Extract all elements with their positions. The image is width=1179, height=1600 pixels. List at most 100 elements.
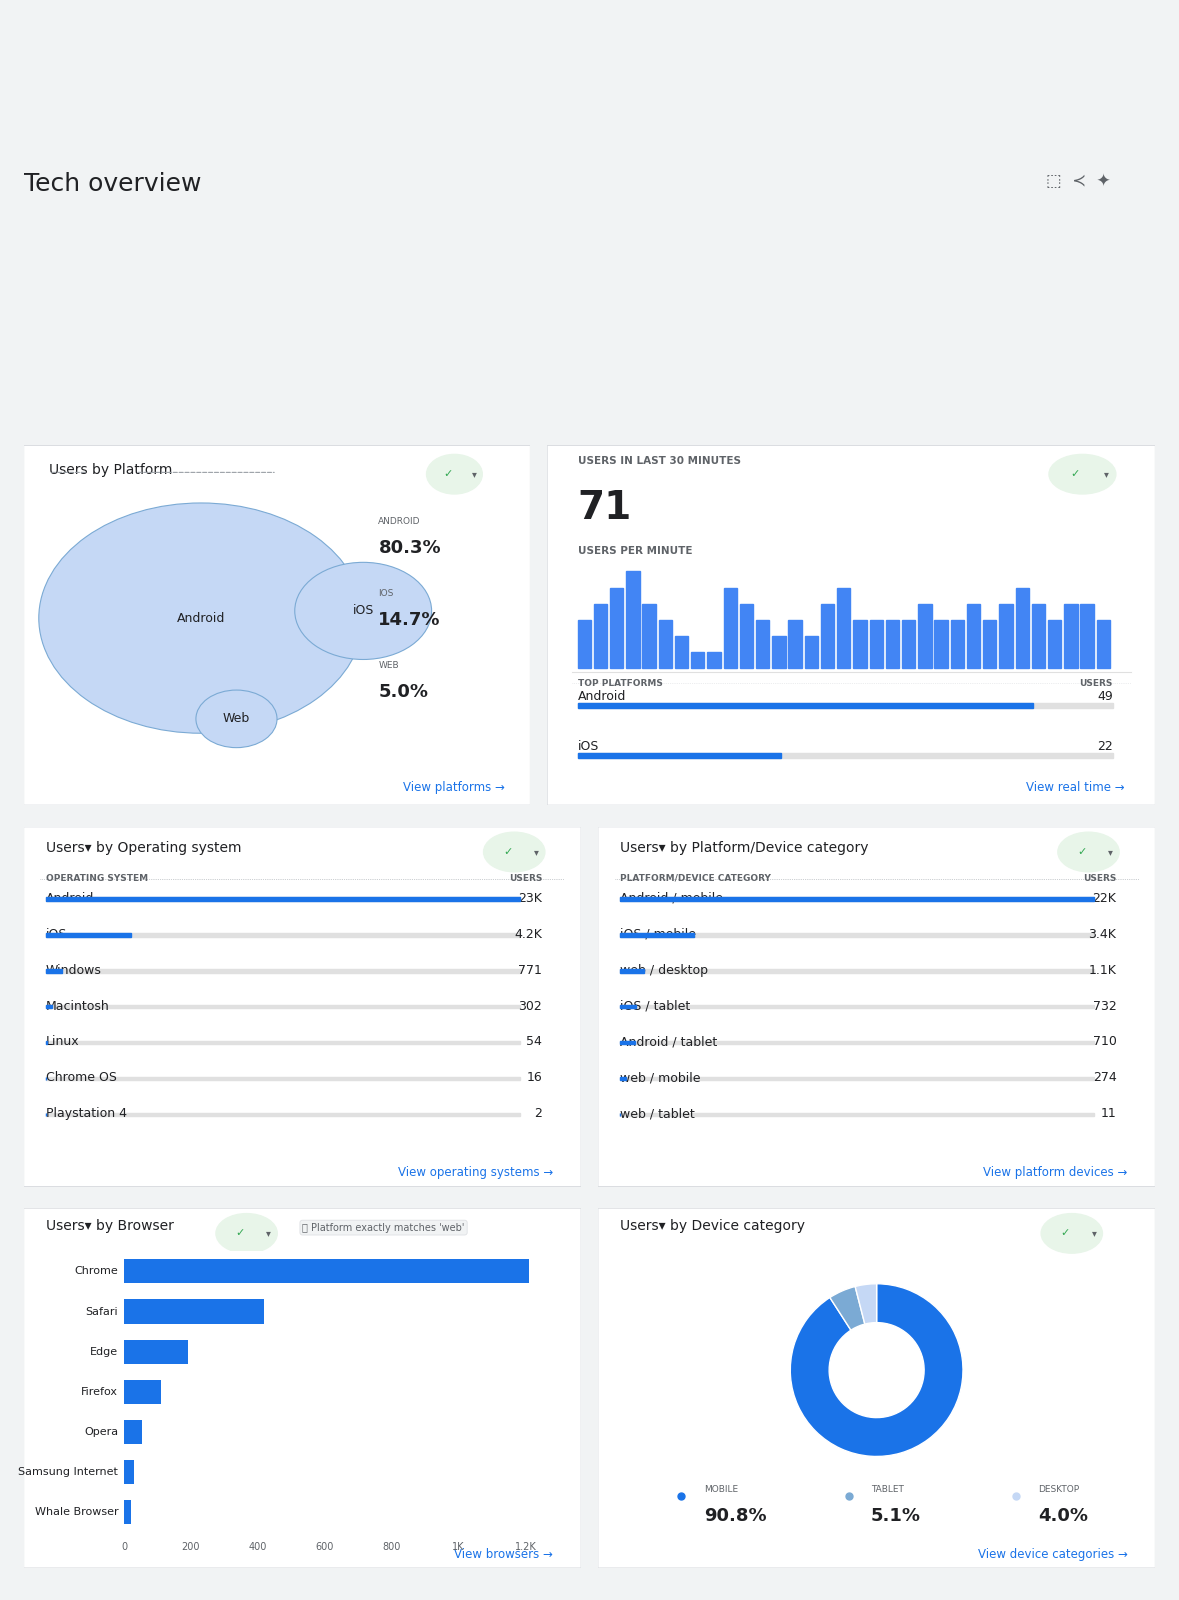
Bar xyxy=(1000,603,1013,669)
Bar xyxy=(578,754,780,758)
Text: ✓: ✓ xyxy=(503,846,512,858)
Bar xyxy=(789,619,802,669)
Text: USERS PER MINUTE: USERS PER MINUTE xyxy=(578,546,692,557)
Bar xyxy=(46,1005,520,1008)
Bar xyxy=(620,970,644,973)
Text: TOP PLATFORMS: TOP PLATFORMS xyxy=(578,680,663,688)
Bar xyxy=(643,603,656,669)
Circle shape xyxy=(216,1213,277,1253)
Text: TABLET: TABLET xyxy=(871,1485,904,1494)
Text: Users by Platform: Users by Platform xyxy=(48,464,172,477)
Text: web / mobile: web / mobile xyxy=(620,1072,700,1085)
Bar xyxy=(46,933,131,936)
Text: USERS: USERS xyxy=(1080,680,1113,688)
Bar xyxy=(724,587,737,669)
Bar xyxy=(620,970,1094,973)
Text: 16: 16 xyxy=(526,1072,542,1085)
Bar xyxy=(804,637,818,669)
Text: ▾: ▾ xyxy=(534,846,539,858)
Text: DESKTOP: DESKTOP xyxy=(1039,1485,1080,1494)
Text: IOS: IOS xyxy=(378,589,394,598)
Text: web / tablet: web / tablet xyxy=(620,1107,694,1120)
Bar xyxy=(46,1005,52,1008)
Text: ▾: ▾ xyxy=(473,469,477,478)
Bar xyxy=(620,898,1094,901)
Text: 71: 71 xyxy=(578,488,632,526)
Text: Android: Android xyxy=(177,611,225,624)
Text: iOS: iOS xyxy=(46,928,67,941)
Text: Samsung Internet: Samsung Internet xyxy=(19,1467,118,1477)
Text: ▾: ▾ xyxy=(1108,846,1113,858)
Text: 3.4K: 3.4K xyxy=(1088,928,1117,941)
Text: WEB: WEB xyxy=(378,661,399,670)
Bar xyxy=(620,898,1094,901)
Text: 80.3%: 80.3% xyxy=(378,539,441,557)
Bar xyxy=(772,637,785,669)
Bar xyxy=(46,1042,520,1045)
Bar xyxy=(620,1077,1094,1080)
Text: Chrome OS: Chrome OS xyxy=(46,1072,117,1085)
Bar xyxy=(620,933,1094,936)
Bar xyxy=(626,571,639,669)
Circle shape xyxy=(39,502,363,733)
Bar xyxy=(620,1042,1094,1045)
Text: View real time →: View real time → xyxy=(1027,781,1125,795)
Circle shape xyxy=(427,454,482,494)
Text: Android: Android xyxy=(46,891,94,904)
Text: Users▾ by Browser: Users▾ by Browser xyxy=(46,1219,173,1234)
Bar xyxy=(935,619,948,669)
Text: Edge: Edge xyxy=(91,1347,118,1357)
Text: Playstation 4: Playstation 4 xyxy=(46,1107,127,1120)
Text: ⬚  ≺  ✦: ⬚ ≺ ✦ xyxy=(1046,171,1111,190)
Text: 11: 11 xyxy=(1101,1107,1117,1120)
Bar xyxy=(46,970,61,973)
Text: 1.1K: 1.1K xyxy=(1088,963,1117,976)
Bar xyxy=(1065,603,1078,669)
Text: Web: Web xyxy=(223,712,250,725)
Text: Android / mobile: Android / mobile xyxy=(620,891,723,904)
Bar xyxy=(46,933,520,936)
Text: ✓: ✓ xyxy=(236,1229,244,1238)
Bar xyxy=(578,702,1113,709)
Text: Users▾ by Platform/Device category: Users▾ by Platform/Device category xyxy=(620,842,869,854)
Bar xyxy=(620,1077,626,1080)
FancyBboxPatch shape xyxy=(547,445,1155,805)
Bar xyxy=(967,603,980,669)
Text: OPERATING SYSTEM: OPERATING SYSTEM xyxy=(46,874,149,883)
Text: ✓: ✓ xyxy=(1060,1229,1069,1238)
Bar xyxy=(707,653,720,669)
Text: 23K: 23K xyxy=(519,891,542,904)
Text: Whale Browser: Whale Browser xyxy=(34,1507,118,1517)
Text: 710: 710 xyxy=(1093,1035,1117,1048)
FancyBboxPatch shape xyxy=(598,1208,1155,1568)
Text: 54: 54 xyxy=(526,1035,542,1048)
Bar xyxy=(578,702,1033,709)
Bar xyxy=(739,603,753,669)
Text: ▾: ▾ xyxy=(1092,1229,1096,1238)
Bar xyxy=(756,619,770,669)
Text: 5.0%: 5.0% xyxy=(378,683,428,701)
Bar xyxy=(885,619,900,669)
FancyBboxPatch shape xyxy=(24,445,531,805)
Text: 5.1%: 5.1% xyxy=(871,1507,921,1525)
Text: ✓: ✓ xyxy=(443,469,453,478)
Text: iOS / tablet: iOS / tablet xyxy=(620,1000,691,1013)
Text: 14.7%: 14.7% xyxy=(378,611,441,629)
Bar xyxy=(902,619,915,669)
Bar xyxy=(950,619,964,669)
Text: ✓: ✓ xyxy=(1071,469,1080,478)
Bar xyxy=(1048,619,1061,669)
Bar xyxy=(620,1005,635,1008)
Bar xyxy=(821,603,835,669)
Bar xyxy=(46,1077,520,1080)
Text: Tech overview: Tech overview xyxy=(24,171,202,195)
Text: Android / tablet: Android / tablet xyxy=(620,1035,717,1048)
Text: Linux: Linux xyxy=(46,1035,79,1048)
Bar xyxy=(594,603,607,669)
Text: iOS: iOS xyxy=(353,605,374,618)
Text: ▾: ▾ xyxy=(266,1229,271,1238)
Text: USERS: USERS xyxy=(1084,874,1117,883)
Text: Android: Android xyxy=(578,690,626,702)
Text: PLATFORM/DEVICE CATEGORY: PLATFORM/DEVICE CATEGORY xyxy=(620,874,771,883)
FancyBboxPatch shape xyxy=(24,1208,581,1568)
